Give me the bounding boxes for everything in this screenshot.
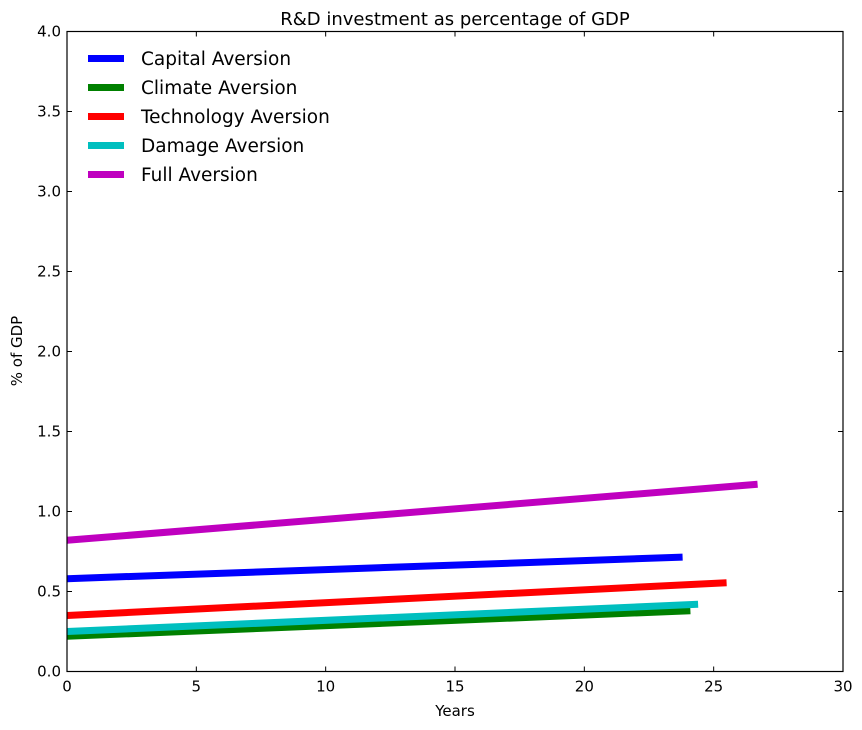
x-tick-label: 5 xyxy=(192,678,202,696)
series-layer xyxy=(66,480,758,640)
y-tick-label: 0.5 xyxy=(37,583,61,601)
tick-layer: 0 5 10 15 20 25 30 0.0 0.5 1.0 1.5 2.0 2.5 3.0 3.5 4.0 xyxy=(37,23,852,696)
chart-title: R&D investment as percentage of GDP xyxy=(280,9,630,30)
legend-label: Damage Aversion xyxy=(141,136,304,157)
series-line-4 xyxy=(66,480,758,544)
y-tick-label: 1.0 xyxy=(37,503,61,521)
legend-label: Full Aversion xyxy=(141,165,258,186)
y-tick-label: 1.5 xyxy=(37,423,61,441)
series-line-3 xyxy=(66,600,699,635)
legend: Capital Aversion Climate Aversion Technolo… xyxy=(88,49,330,186)
series-line-2 xyxy=(66,579,727,619)
y-tick-label: 3.0 xyxy=(37,183,61,201)
x-tick-label: 25 xyxy=(704,678,723,696)
x-tick-label: 15 xyxy=(445,678,464,696)
y-tick-label: 2.5 xyxy=(37,263,61,281)
x-tick-label: 10 xyxy=(316,678,335,696)
plot-frame xyxy=(66,30,844,673)
x-tick-label: 30 xyxy=(833,678,852,696)
x-tick-label: 0 xyxy=(62,678,72,696)
legend-label: Climate Aversion xyxy=(141,78,297,99)
series-line-1 xyxy=(66,607,691,640)
x-tick-label: 20 xyxy=(575,678,594,696)
y-tick-label: 2.0 xyxy=(37,343,61,361)
legend-label: Technology Aversion xyxy=(140,107,330,128)
x-axis-label: Years xyxy=(434,702,475,720)
y-axis-label: % of GDP xyxy=(8,316,26,386)
y-tick-label: 4.0 xyxy=(37,23,61,41)
series-line-0 xyxy=(66,553,683,583)
y-tick-label: 3.5 xyxy=(37,103,61,121)
legend-label: Capital Aversion xyxy=(141,49,291,70)
y-tick-label: 0.0 xyxy=(37,663,61,681)
